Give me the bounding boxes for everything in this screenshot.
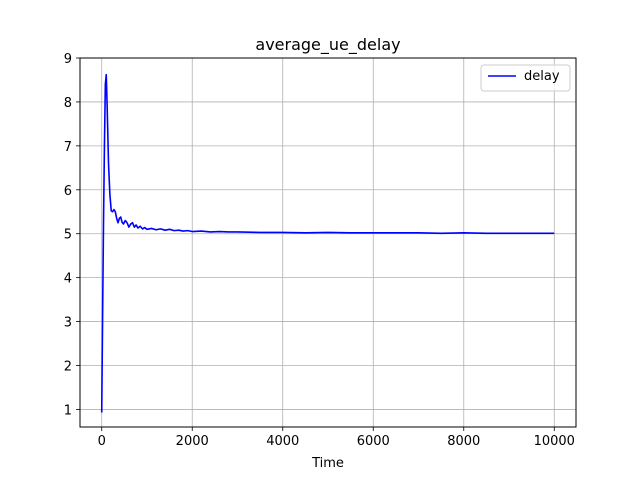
grid — [80, 58, 576, 427]
x-tick-label: 6000 — [357, 434, 390, 449]
x-axis: 0 2000 4000 6000 8000 10000 — [98, 427, 575, 449]
x-tick-label: 0 — [98, 434, 106, 449]
series-layer — [102, 75, 555, 413]
legend-label-delay: delay — [524, 69, 560, 84]
series-line-delay — [102, 75, 555, 413]
y-tick-label: 2 — [64, 360, 72, 375]
x-axis-title: Time — [311, 456, 344, 471]
y-tick-label: 5 — [64, 228, 72, 243]
y-tick-label: 8 — [64, 96, 72, 111]
chart-title: average_ue_delay — [255, 35, 400, 55]
y-tick-label: 6 — [64, 184, 72, 199]
x-tick-label: 2000 — [176, 434, 209, 449]
plot-frame — [80, 58, 576, 427]
y-tick-label: 1 — [64, 403, 72, 418]
y-tick-label: 7 — [64, 140, 72, 155]
x-tick-label: 8000 — [447, 434, 480, 449]
x-tick-label: 10000 — [534, 434, 575, 449]
y-tick-label: 9 — [64, 52, 72, 67]
x-tick-label: 4000 — [266, 434, 299, 449]
y-tick-label: 3 — [64, 316, 72, 331]
legend: delay — [481, 65, 570, 91]
y-axis: 1 2 3 4 5 6 7 8 9 — [64, 52, 80, 418]
y-tick-label: 4 — [64, 272, 72, 287]
